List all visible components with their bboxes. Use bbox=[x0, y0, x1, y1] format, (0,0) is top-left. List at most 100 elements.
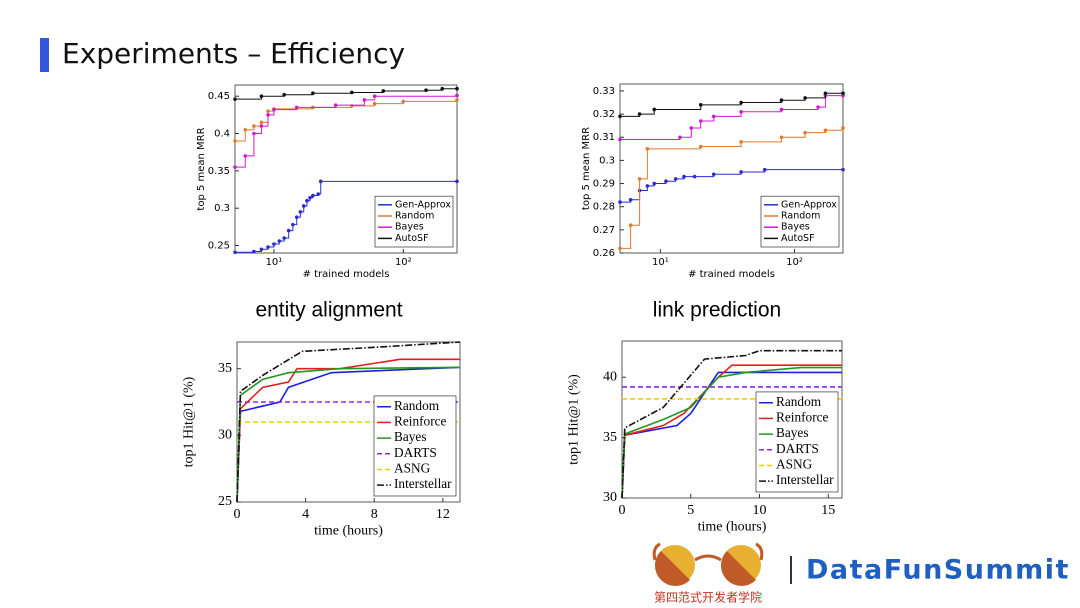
marker bbox=[698, 103, 703, 107]
y-tick-label: 0.45 bbox=[208, 91, 230, 102]
marker bbox=[739, 170, 743, 174]
marker bbox=[645, 184, 650, 188]
legend-label: Gen-Approx bbox=[781, 199, 837, 210]
x-tick-label: 0 bbox=[619, 503, 626, 518]
y-tick-label: 35 bbox=[603, 430, 617, 445]
marker bbox=[298, 210, 303, 214]
step-line bbox=[620, 92, 843, 117]
y-tick-label: 0.27 bbox=[593, 225, 615, 236]
marker bbox=[841, 167, 845, 172]
marker bbox=[739, 140, 743, 144]
marker bbox=[233, 250, 237, 255]
title-bar bbox=[40, 38, 49, 72]
legend-label: Gen-Approx bbox=[395, 199, 451, 210]
marker bbox=[233, 139, 237, 143]
marker bbox=[692, 174, 697, 179]
marker bbox=[372, 94, 377, 98]
y-axis-label: top 5 mean MRR bbox=[196, 127, 207, 210]
legend-label: ASNG bbox=[776, 457, 813, 472]
marker bbox=[779, 98, 784, 103]
caption: link prediction bbox=[653, 299, 781, 322]
chart: 25 30 35 0 4 8 12 time (hours) top1 Hit@1 (%) Ran… bbox=[182, 341, 461, 539]
plot-frame bbox=[234, 84, 458, 254]
marker bbox=[455, 98, 459, 102]
y-tick-label: 0.35 bbox=[208, 166, 230, 177]
y-axis-label: top1 Hit@1 (%) bbox=[182, 376, 197, 467]
step-line bbox=[235, 95, 458, 168]
marker bbox=[711, 114, 716, 119]
y-tick-label: 0.31 bbox=[593, 132, 615, 143]
logo-glasses bbox=[652, 542, 764, 587]
legend-label: Bayes bbox=[781, 222, 810, 233]
marker bbox=[316, 192, 321, 196]
marker bbox=[689, 126, 694, 130]
marker bbox=[308, 195, 312, 200]
legend-label: Bayes bbox=[776, 425, 809, 440]
marker bbox=[350, 104, 354, 108]
x-tick-label: 10² bbox=[786, 257, 803, 268]
marker bbox=[823, 91, 828, 96]
marker bbox=[682, 174, 686, 179]
marker bbox=[282, 92, 286, 97]
x-axis-label: # trained models bbox=[688, 269, 775, 280]
marker bbox=[266, 109, 270, 113]
x-tick-label: 10 bbox=[753, 503, 767, 518]
marker bbox=[440, 86, 445, 91]
marker bbox=[252, 124, 256, 128]
legend-box bbox=[373, 395, 457, 497]
marker bbox=[259, 120, 264, 125]
marker bbox=[243, 128, 248, 132]
logo-subtext: 第四范式开发者学院 bbox=[654, 590, 762, 605]
plot-frame bbox=[621, 340, 843, 499]
y-axis-label: top 5 mean MRR bbox=[581, 127, 592, 210]
marker bbox=[841, 91, 845, 96]
marker bbox=[318, 179, 323, 184]
marker bbox=[816, 105, 820, 109]
legend-label: DARTS bbox=[394, 445, 437, 460]
chart: 0.25 0.3 0.35 0.4 0.45 10¹ 10² # trained models… bbox=[196, 84, 459, 280]
marker bbox=[243, 154, 248, 158]
legend-box bbox=[755, 391, 839, 493]
marker bbox=[233, 165, 237, 169]
marker bbox=[618, 200, 622, 204]
legend-label: ASNG bbox=[394, 461, 431, 476]
x-tick-label: 0 bbox=[234, 507, 241, 522]
series-line bbox=[621, 349, 842, 499]
legend-label: Bayes bbox=[394, 429, 427, 444]
marker bbox=[259, 247, 264, 252]
marker bbox=[301, 204, 306, 208]
marker bbox=[272, 242, 276, 246]
x-tick-label: 10¹ bbox=[266, 257, 283, 268]
y-tick-label: 30 bbox=[218, 428, 232, 443]
marker bbox=[381, 89, 386, 93]
y-tick-label: 0.32 bbox=[593, 109, 615, 120]
marker bbox=[455, 179, 459, 184]
marker bbox=[362, 98, 367, 102]
marker bbox=[739, 109, 743, 114]
logo-divider bbox=[790, 556, 792, 584]
marker bbox=[272, 107, 276, 112]
step-line bbox=[235, 88, 457, 100]
marker bbox=[618, 137, 622, 142]
marker bbox=[350, 90, 354, 95]
y-tick-label: 0.29 bbox=[593, 179, 615, 190]
marker bbox=[637, 112, 642, 116]
chart: 30 35 40 0 5 10 15 time (hours) top1 Hit@1 (%) Ra… bbox=[567, 340, 843, 535]
legend-label: AutoSF bbox=[395, 233, 429, 244]
legend-label: Interstellar bbox=[394, 476, 452, 491]
marker bbox=[711, 172, 716, 177]
legend-label: Interstellar bbox=[776, 472, 834, 487]
marker bbox=[673, 177, 678, 181]
marker bbox=[311, 91, 315, 96]
legend-label: Random bbox=[776, 394, 822, 409]
legend-label: Random bbox=[781, 211, 820, 222]
marker bbox=[311, 193, 315, 198]
marker bbox=[803, 96, 807, 100]
step-line bbox=[620, 127, 844, 249]
legend-label: Reinforce bbox=[394, 413, 447, 428]
legend-label: Random bbox=[395, 211, 434, 222]
marker bbox=[286, 228, 291, 233]
marker bbox=[455, 86, 459, 91]
marker bbox=[841, 126, 845, 130]
y-tick-label: 0.26 bbox=[593, 248, 615, 259]
